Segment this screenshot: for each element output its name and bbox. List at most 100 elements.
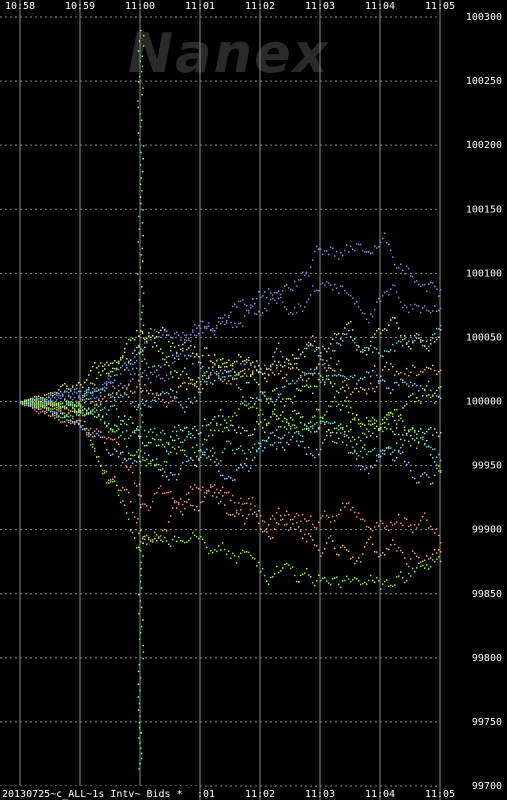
series-point bbox=[318, 428, 320, 430]
series-point bbox=[164, 460, 166, 463]
series-point bbox=[360, 377, 362, 379]
series-point bbox=[326, 378, 328, 380]
series-point bbox=[112, 382, 114, 384]
series-point bbox=[404, 429, 406, 431]
series-point bbox=[78, 422, 80, 424]
series-point bbox=[324, 576, 326, 579]
series-point bbox=[146, 458, 148, 460]
series-point bbox=[336, 515, 338, 517]
series-point bbox=[394, 350, 396, 352]
series-point bbox=[282, 366, 284, 368]
series-point bbox=[104, 421, 106, 423]
series-point bbox=[62, 394, 64, 396]
series-point bbox=[256, 449, 258, 451]
series-point bbox=[90, 439, 92, 442]
series-point bbox=[140, 550, 142, 552]
series-point bbox=[110, 370, 112, 373]
series-point bbox=[384, 426, 386, 429]
series-point bbox=[54, 403, 56, 405]
series-point bbox=[114, 374, 116, 377]
series-point bbox=[138, 494, 140, 496]
series-point bbox=[346, 575, 348, 578]
series-point bbox=[118, 368, 120, 371]
series-point bbox=[378, 328, 380, 330]
series-point bbox=[180, 339, 182, 341]
series-point bbox=[334, 283, 336, 286]
series-point bbox=[254, 378, 256, 381]
series-point bbox=[398, 373, 400, 375]
series-point bbox=[206, 381, 208, 383]
series-point bbox=[390, 453, 392, 455]
series-point bbox=[284, 417, 286, 419]
series-point bbox=[260, 399, 262, 401]
series-point bbox=[342, 381, 344, 383]
series-point bbox=[354, 303, 356, 305]
series-point bbox=[90, 402, 92, 404]
spike-point bbox=[140, 606, 143, 609]
spike-point bbox=[140, 495, 142, 497]
series-point bbox=[34, 409, 36, 411]
series-point bbox=[258, 370, 260, 373]
series-point bbox=[224, 491, 226, 494]
series-point bbox=[50, 403, 52, 405]
spike-point bbox=[141, 222, 144, 224]
series-point bbox=[248, 449, 250, 451]
series-point bbox=[412, 393, 414, 395]
series-point bbox=[164, 380, 166, 382]
series-point bbox=[204, 372, 206, 374]
series-point bbox=[360, 386, 362, 389]
series-point bbox=[226, 477, 228, 480]
series-point bbox=[144, 452, 146, 455]
series-point bbox=[276, 418, 278, 421]
series-point bbox=[244, 502, 246, 505]
series-point bbox=[126, 364, 128, 367]
series-point bbox=[318, 378, 320, 381]
series-point bbox=[214, 452, 216, 454]
series-point bbox=[226, 371, 228, 373]
series-point bbox=[392, 316, 394, 319]
series-point bbox=[140, 375, 142, 378]
series-point bbox=[214, 379, 216, 382]
series-point bbox=[120, 400, 122, 403]
series-point bbox=[200, 536, 202, 538]
series-point bbox=[164, 392, 166, 395]
series-point bbox=[292, 566, 294, 568]
series-point bbox=[418, 562, 420, 564]
series-point bbox=[230, 424, 232, 426]
series-point bbox=[370, 382, 372, 385]
series-point bbox=[406, 367, 408, 370]
y-tick-label: 100000 bbox=[466, 397, 502, 408]
series-point bbox=[134, 349, 136, 352]
series-point bbox=[136, 451, 138, 453]
series-point bbox=[94, 430, 96, 432]
series-point bbox=[112, 370, 114, 373]
series-point bbox=[154, 371, 156, 373]
series-point bbox=[404, 439, 406, 442]
series-point bbox=[304, 423, 306, 425]
series-point bbox=[332, 385, 334, 388]
series-point bbox=[66, 414, 68, 416]
series-point bbox=[332, 422, 334, 425]
series-point bbox=[262, 312, 264, 314]
series-point bbox=[194, 425, 196, 428]
series-point bbox=[304, 355, 306, 358]
series-point bbox=[94, 435, 96, 437]
series-point bbox=[368, 420, 370, 422]
series-point bbox=[304, 533, 306, 536]
series-point bbox=[26, 400, 28, 402]
series-point bbox=[278, 361, 280, 363]
series-point bbox=[258, 442, 260, 444]
series-point bbox=[134, 516, 136, 518]
series-point bbox=[24, 402, 26, 404]
series-point bbox=[264, 377, 266, 379]
series-point bbox=[44, 412, 46, 415]
series-point bbox=[160, 535, 162, 537]
y-tick-label: 99950 bbox=[472, 461, 502, 472]
series-point bbox=[84, 381, 86, 384]
series-point bbox=[404, 557, 406, 559]
series-point bbox=[146, 435, 148, 438]
series-point bbox=[182, 347, 184, 350]
series-point bbox=[230, 364, 232, 367]
series-point bbox=[238, 513, 240, 515]
series-point bbox=[400, 446, 402, 449]
